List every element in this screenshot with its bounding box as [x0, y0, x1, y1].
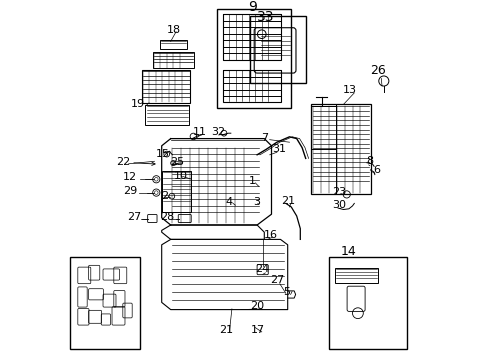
- Text: 27: 27: [269, 275, 284, 285]
- Text: 23: 23: [331, 186, 345, 197]
- Bar: [310, 106, 336, 149]
- Text: 10: 10: [173, 171, 187, 181]
- Text: 19: 19: [131, 99, 145, 109]
- Text: 32: 32: [211, 127, 225, 138]
- Bar: [223, 14, 280, 60]
- Text: 24: 24: [254, 264, 268, 274]
- Text: 15: 15: [155, 149, 169, 159]
- Bar: [152, 52, 194, 68]
- Text: 29: 29: [122, 186, 137, 196]
- Bar: [162, 171, 190, 212]
- Bar: [145, 105, 188, 125]
- Text: 5: 5: [283, 287, 290, 297]
- Text: 30: 30: [331, 200, 345, 210]
- Text: 16: 16: [263, 230, 277, 240]
- Text: 21: 21: [218, 325, 232, 336]
- Text: 6: 6: [372, 165, 379, 175]
- Text: 31: 31: [271, 144, 285, 154]
- Text: 13: 13: [342, 85, 356, 95]
- Text: 21: 21: [280, 196, 294, 206]
- Text: 8: 8: [366, 156, 372, 166]
- Bar: [334, 268, 377, 283]
- Text: 27: 27: [127, 212, 142, 222]
- Bar: [310, 104, 370, 194]
- Bar: [328, 257, 406, 349]
- Text: 22: 22: [116, 157, 130, 167]
- Text: 4: 4: [225, 197, 232, 207]
- Text: 25: 25: [169, 157, 183, 167]
- Text: 33: 33: [256, 10, 274, 24]
- Text: 3: 3: [253, 197, 260, 207]
- Text: 11: 11: [192, 127, 206, 138]
- Text: 1: 1: [248, 176, 255, 186]
- Text: 12: 12: [122, 172, 137, 183]
- Bar: [249, 16, 305, 83]
- Bar: [217, 9, 291, 108]
- Text: 17: 17: [251, 325, 264, 336]
- Text: 28: 28: [160, 212, 174, 222]
- Text: 2: 2: [161, 191, 168, 201]
- Text: 26: 26: [370, 64, 386, 77]
- Text: 14: 14: [340, 246, 356, 258]
- Bar: [223, 70, 280, 102]
- Bar: [70, 257, 140, 349]
- Text: 9: 9: [248, 0, 257, 14]
- Text: 18: 18: [167, 24, 181, 35]
- Bar: [160, 40, 186, 49]
- Text: 20: 20: [249, 301, 264, 311]
- Text: 7: 7: [261, 132, 268, 143]
- Bar: [142, 70, 190, 103]
